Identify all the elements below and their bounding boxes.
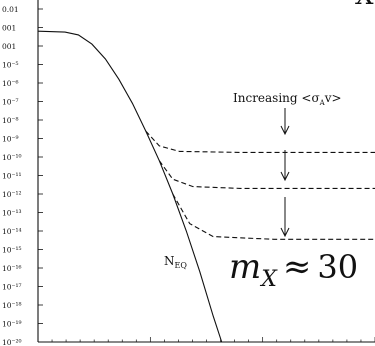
- neq-label-subscript: EQ: [175, 261, 188, 270]
- neq-label-main: N: [164, 254, 175, 268]
- y-tick-label: 10⁻¹⁸: [2, 301, 22, 310]
- neq-label: NEQ: [164, 254, 187, 270]
- increasing-sigma-prefix: Increasing <σ: [233, 91, 320, 105]
- y-tick-label: 10⁻¹²: [2, 190, 22, 199]
- y-tick-label: 10⁻⁶: [2, 79, 19, 88]
- mass-equation-x: X: [259, 267, 278, 292]
- y-tick-label: 10⁻¹⁵: [2, 246, 22, 255]
- y-tick-label: 0.01: [2, 5, 19, 14]
- top-strip-fragment: X: [355, 0, 374, 11]
- y-tick-label: 001: [2, 24, 16, 33]
- y-tick-label: 10⁻⁸: [2, 116, 19, 125]
- mass-equation-m: m: [229, 247, 261, 287]
- y-tick-label: 10⁻⁵: [2, 61, 19, 70]
- y-tick-label: 10⁻¹⁷: [2, 283, 22, 292]
- y-tick-group: 0.01 001 001 10⁻⁵ 10⁻⁶ 10⁻⁷ 10⁻⁸ 10⁻⁹ 10⁻¹⁰ 10⁻¹¹…: [2, 5, 375, 346]
- equilibrium-curve: [37, 30, 223, 343]
- y-tick-label: 10⁻¹⁹: [2, 320, 22, 329]
- mass-equation-approx: ≈: [283, 247, 312, 287]
- arrow-head: [280, 227, 290, 238]
- increasing-sigma-label: Increasing <σAv>: [233, 91, 342, 107]
- freeze-out-curve-3: [172, 193, 375, 240]
- y-tick-label: 10⁻¹¹: [2, 172, 22, 181]
- y-tick-label: 10⁻¹⁰: [2, 153, 22, 162]
- y-tick-label: 10⁻⁷: [2, 98, 19, 107]
- y-tick-label: 001: [2, 42, 16, 51]
- arrows-group: [280, 108, 290, 238]
- mass-equation-overlay: mX ≈30: [229, 247, 358, 292]
- y-tick-label: 10⁻¹³: [2, 209, 22, 218]
- increasing-sigma-suffix: v>: [324, 91, 342, 105]
- y-tick-label: 10⁻⁹: [2, 135, 19, 144]
- arrow-head: [280, 171, 290, 182]
- y-tick-label: 10⁻¹⁶: [2, 264, 22, 273]
- freeze-out-curve-2: [158, 160, 375, 189]
- y-tick-label: 10⁻²⁰: [2, 338, 22, 346]
- mass-equation-number: 30: [317, 248, 358, 286]
- y-tick-label: 10⁻¹⁴: [2, 227, 22, 236]
- increasing-sigma-subscript: A: [319, 99, 326, 107]
- arrow-head: [280, 125, 290, 136]
